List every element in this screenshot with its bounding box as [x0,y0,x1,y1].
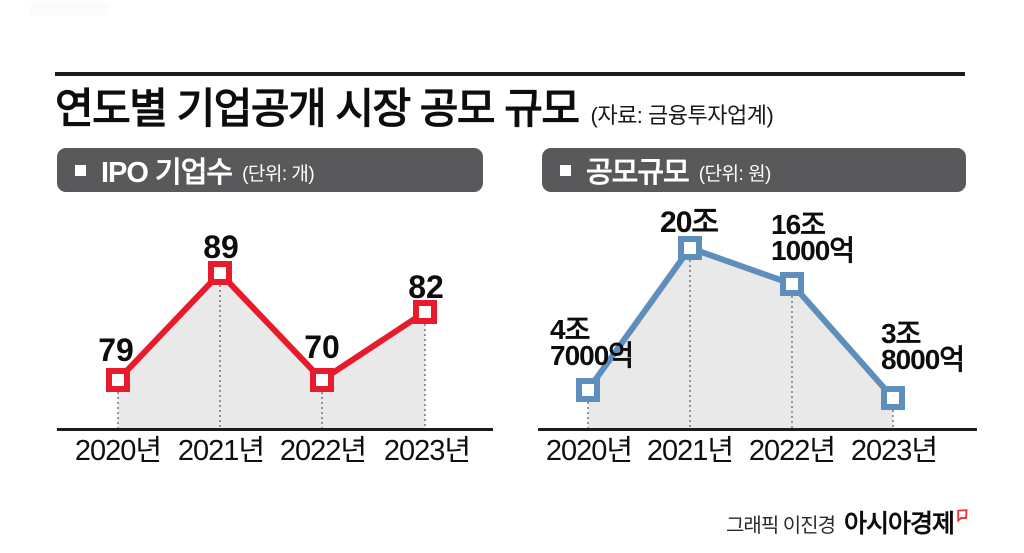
square-bullet-icon [75,164,86,176]
credit-brand-name: 아시아경제 [843,510,955,538]
year-label: 2022년 [279,435,367,467]
brand-logo-icon [957,509,968,523]
value-label-2021: 89 [203,229,239,265]
ipo-count-droplines [117,275,426,429]
offering-size-area [588,248,893,430]
offering-size-header-unit: (단위: 원) [698,163,772,185]
page-title: 연도별 기업공개 시장 공모 규모 [55,85,580,132]
ipo-count-header: IPO 기업수 (단위: 개) [57,148,483,192]
year-label: 2022년 [748,435,836,467]
value-label-2022: 16조 1000억 [771,209,855,266]
year-label: 2021년 [177,435,265,467]
offering-size-markers [576,236,905,410]
year-label: 2023년 [383,435,471,467]
value-label-2022: 70 [304,329,340,365]
value-label-2021: 20조 [660,206,719,239]
square-bullet-icon [560,164,571,176]
offering-size-header: 공모규모 (단위: 원) [542,148,966,192]
offering-size-line [585,244,896,400]
credit-graphic-by: 그래픽 이진경 [726,515,836,537]
source-note: (자료: 금융투자업계) [590,103,774,128]
year-label: 2023년 [850,435,938,467]
value-label-2023: 3조 8000억 [881,318,965,375]
title-block: 연도별 기업공개 시장 공모 규모 (자료: 금융투자업계) [55,85,774,132]
ipo-count-header-unit: (단위: 개) [242,163,315,185]
value-label-2020: 4조 7000억 [550,314,634,371]
credit-line: 그래픽 이진경 아시아경제 [726,504,968,540]
ipo-count-chart [57,261,493,431]
ipo-count-markers [106,261,437,392]
offering-size-chart [538,236,977,431]
year-label: 2021년 [646,435,734,467]
ipo-count-line [115,268,427,384]
year-label: 2020년 [545,435,633,467]
year-label: 2020년 [74,435,162,467]
title-rule [55,72,965,76]
value-label-2020: 79 [98,332,134,368]
ipo-count-area [118,273,425,430]
value-label-2023: 82 [408,269,444,305]
ipo-count-header-label: IPO 기업수 [101,157,233,189]
offering-size-header-label: 공모규모 [586,157,690,189]
corner-watermark [30,1,108,16]
